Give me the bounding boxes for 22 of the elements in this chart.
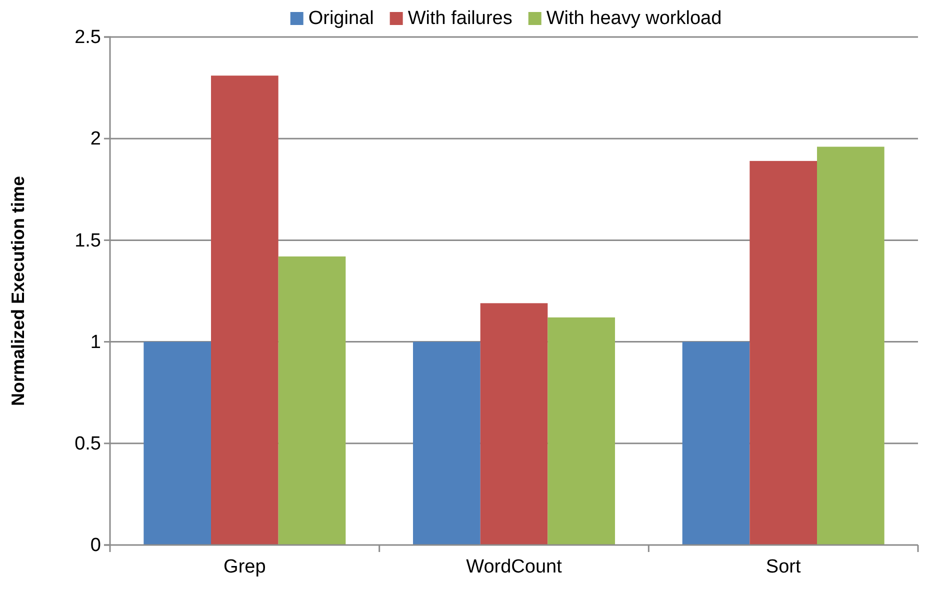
x-tick-label: Grep bbox=[224, 556, 266, 578]
x-tick-label: WordCount bbox=[466, 556, 563, 578]
bar bbox=[278, 256, 346, 545]
legend-label: With failures bbox=[408, 8, 512, 29]
legend-label: With heavy workload bbox=[546, 8, 722, 29]
y-tick-label: 2 bbox=[90, 128, 101, 150]
legend-label: Original bbox=[308, 8, 374, 29]
y-tick-label: 1 bbox=[90, 332, 101, 353]
bar bbox=[817, 146, 884, 545]
y-tick-label: 1.5 bbox=[74, 230, 101, 252]
bar bbox=[413, 342, 480, 545]
y-tick-label: 2.5 bbox=[74, 27, 101, 48]
bar bbox=[682, 342, 750, 545]
bar bbox=[548, 317, 615, 545]
y-tick-label: 0.5 bbox=[74, 433, 101, 454]
bar bbox=[750, 160, 817, 545]
bar bbox=[144, 342, 211, 545]
bar bbox=[211, 76, 278, 545]
bar bbox=[480, 303, 548, 545]
y-axis-title: Normalized Execution time bbox=[8, 176, 28, 406]
x-tick-label: Sort bbox=[766, 556, 802, 578]
y-tick-label: 0 bbox=[90, 535, 101, 556]
